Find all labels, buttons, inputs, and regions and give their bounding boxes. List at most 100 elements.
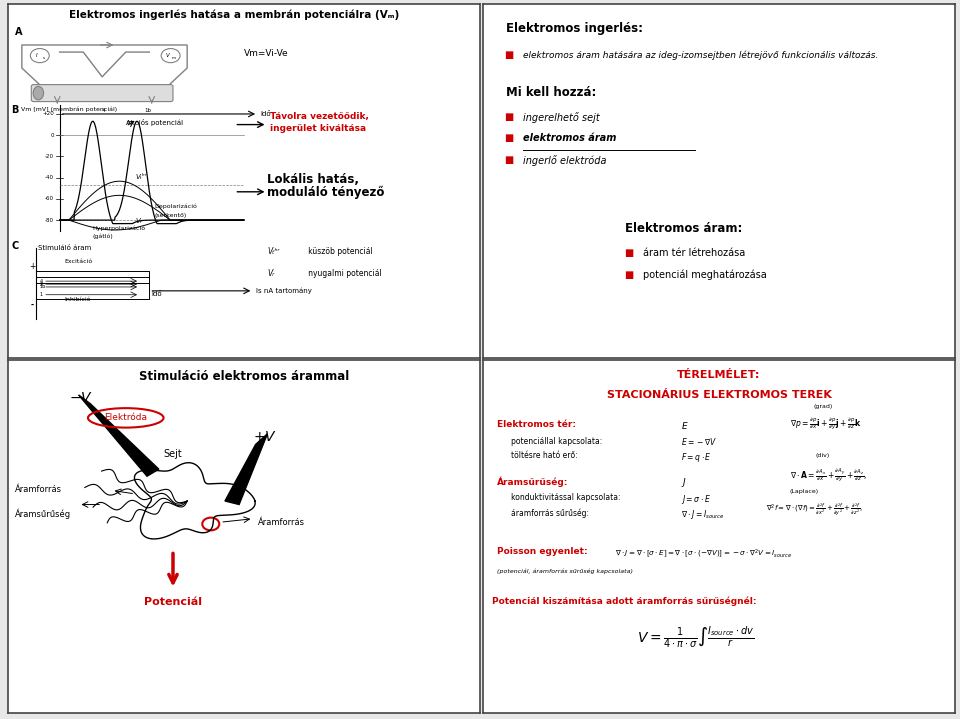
Text: nyugalmi potenciál: nyugalmi potenciál xyxy=(300,269,381,278)
Text: Akciós potenciál: Akciós potenciál xyxy=(126,119,183,126)
Text: Vm [mV] (membrán potenciál): Vm [mV] (membrán potenciál) xyxy=(21,107,117,112)
Circle shape xyxy=(161,48,180,63)
Text: Is nA tartomány: Is nA tartomány xyxy=(255,288,312,294)
Text: elektromos áram: elektromos áram xyxy=(523,134,616,143)
Text: 4: 4 xyxy=(102,108,106,113)
Text: m: m xyxy=(172,56,176,60)
Text: B: B xyxy=(12,105,19,115)
Text: Távolra vezetőődik,: Távolra vezetőődik, xyxy=(270,112,369,122)
Text: +20: +20 xyxy=(42,111,54,116)
Text: áramforrás sűrűség:: áramforrás sűrűség: xyxy=(512,508,589,518)
Text: ■: ■ xyxy=(504,155,514,165)
Text: Elektromos tér:: Elektromos tér: xyxy=(497,420,576,429)
Text: Poisson egyenlet:: Poisson egyenlet: xyxy=(497,547,588,556)
Text: ■: ■ xyxy=(625,248,634,258)
Text: Idő: Idő xyxy=(260,111,271,117)
Polygon shape xyxy=(79,395,158,476)
Text: $\nabla \cdot J = \nabla \cdot [\sigma \cdot E] = \nabla \cdot [\sigma \cdot (-\: $\nabla \cdot J = \nabla \cdot [\sigma \… xyxy=(615,547,792,560)
Text: Elektróda: Elektróda xyxy=(105,413,147,422)
Text: $\nabla \cdot J = I_{source}$: $\nabla \cdot J = I_{source}$ xyxy=(682,508,725,521)
Text: 1b: 1b xyxy=(39,285,45,290)
Text: Sejt: Sejt xyxy=(163,449,182,459)
Text: 1b: 1b xyxy=(145,108,152,113)
Text: 1: 1 xyxy=(39,292,42,297)
Text: Depolarizáció: Depolarizáció xyxy=(155,203,197,209)
Text: $E = -\nabla V$: $E = -\nabla V$ xyxy=(682,436,717,446)
Text: Elektromos áram:: Elektromos áram: xyxy=(625,222,742,235)
Text: Áramforrás: Áramforrás xyxy=(258,518,305,527)
Text: küszöb potenciál: küszöb potenciál xyxy=(300,247,372,257)
Text: s: s xyxy=(42,56,44,60)
Text: Stimuláció elektromos árammal: Stimuláció elektromos árammal xyxy=(138,370,349,383)
Text: konduktivitással kapcsolata:: konduktivitással kapcsolata: xyxy=(512,493,621,502)
Text: (serkentő): (serkentő) xyxy=(155,214,186,219)
Text: (Laplace): (Laplace) xyxy=(789,489,819,494)
Text: 2: 2 xyxy=(39,282,42,287)
Text: Vₜʰʳ: Vₜʰʳ xyxy=(268,247,280,257)
Circle shape xyxy=(203,518,219,531)
Text: ■: ■ xyxy=(504,50,514,60)
Text: A: A xyxy=(14,27,22,37)
Text: Áramsűrűség: Áramsűrűség xyxy=(14,508,71,519)
Text: -60: -60 xyxy=(45,196,54,201)
Text: Hyperpolarizáció: Hyperpolarizáció xyxy=(93,226,146,231)
Text: (grad): (grad) xyxy=(813,404,832,408)
Text: ■: ■ xyxy=(504,134,514,143)
Text: $J = \sigma \cdot E$: $J = \sigma \cdot E$ xyxy=(682,493,711,506)
Polygon shape xyxy=(225,434,268,505)
Text: $\nabla^2 f = \nabla \cdot (\nabla f) = \frac{\partial^2 f}{\partial x^2} + \fra: $\nabla^2 f = \nabla \cdot (\nabla f) = … xyxy=(766,502,863,519)
Text: -20: -20 xyxy=(45,154,54,159)
Text: $-V$: $-V$ xyxy=(69,391,93,406)
Text: Elektromos ingerlés hatása a membrán potenciálra (Vₘ): Elektromos ingerlés hatása a membrán pot… xyxy=(69,9,399,20)
Text: Vₜʰʳ: Vₜʰʳ xyxy=(135,175,147,180)
Text: $F = q \cdot E$: $F = q \cdot E$ xyxy=(682,452,712,464)
Text: (potenciál, áramforrás sűrűség kapcsolata): (potenciál, áramforrás sűrűség kapcsolat… xyxy=(497,568,633,574)
Text: I: I xyxy=(36,53,37,58)
Text: Potenciál: Potenciál xyxy=(144,597,202,607)
Text: Inhibíció: Inhibíció xyxy=(64,298,91,303)
Text: Elektromos ingerlés:: Elektromos ingerlés: xyxy=(507,22,643,35)
Text: C: C xyxy=(12,242,18,252)
Text: -80: -80 xyxy=(45,218,54,223)
Text: Potenciál kiszámítása adott áramforrás sűrűségnél:: Potenciál kiszámítása adott áramforrás s… xyxy=(492,597,756,606)
Text: Lokális hatás,: Lokális hatás, xyxy=(268,173,359,186)
Text: Áramforrás: Áramforrás xyxy=(14,485,61,494)
Text: potenciállal kapcsolata:: potenciállal kapcsolata: xyxy=(512,436,603,446)
Text: Idő: Idő xyxy=(152,291,162,298)
Text: 4: 4 xyxy=(39,279,42,283)
Text: Stimuláló áram: Stimuláló áram xyxy=(38,245,91,251)
Text: -: - xyxy=(31,301,34,309)
Text: Vᵣ: Vᵣ xyxy=(135,218,142,224)
Text: (gátló): (gátló) xyxy=(93,234,113,239)
Circle shape xyxy=(31,48,49,63)
Text: $E$: $E$ xyxy=(682,420,689,431)
Text: $J$: $J$ xyxy=(682,476,687,489)
Text: $\nabla \cdot \mathbf{A} = \frac{\partial A_x}{\partial x} + \frac{\partial A_y}: $\nabla \cdot \mathbf{A} = \frac{\partia… xyxy=(790,467,867,484)
Text: Vm=Vi-Ve: Vm=Vi-Ve xyxy=(244,50,288,58)
Text: Mi kell hozzá:: Mi kell hozzá: xyxy=(507,86,597,99)
Text: ■: ■ xyxy=(504,112,514,122)
Text: STACIONÁRIUS ELEKTROMOS TEREK: STACIONÁRIUS ELEKTROMOS TEREK xyxy=(607,390,831,400)
Text: Áramsűrűség:: Áramsűrűség: xyxy=(497,476,568,487)
Text: -40: -40 xyxy=(45,175,54,180)
Text: (div): (div) xyxy=(816,453,830,458)
Text: töltésre ható erő:: töltésre ható erő: xyxy=(512,452,578,460)
Text: moduláló tényező: moduláló tényező xyxy=(268,186,385,199)
Text: ingerlő elektróda: ingerlő elektróda xyxy=(523,155,607,165)
Text: potenciál meghatározása: potenciál meghatározása xyxy=(643,270,767,280)
Text: +: + xyxy=(29,262,36,270)
Text: $+V$: $+V$ xyxy=(253,430,277,444)
Text: áram tér létrehozása: áram tér létrehozása xyxy=(643,248,746,258)
Text: 0: 0 xyxy=(51,133,54,138)
Text: ■: ■ xyxy=(625,270,634,280)
Text: $\nabla p = \frac{\partial p}{\partial x}\mathbf{i} + \frac{\partial p}{\partial: $\nabla p = \frac{\partial p}{\partial x… xyxy=(790,417,862,432)
Text: V: V xyxy=(166,53,170,58)
Ellipse shape xyxy=(34,86,43,100)
Text: TÉRELMÉLET:: TÉRELMÉLET: xyxy=(678,370,760,380)
Text: Excitáció: Excitáció xyxy=(64,259,92,264)
Text: Vᵣ: Vᵣ xyxy=(268,269,275,278)
Text: elektromos áram hatására az ideg-izomsejtben létrejövő funkcionális változás.: elektromos áram hatására az ideg-izomsej… xyxy=(523,50,878,60)
FancyBboxPatch shape xyxy=(32,85,173,101)
Text: ingerület kiváltása: ingerület kiváltása xyxy=(270,124,366,133)
Text: $V = \frac{1}{4 \cdot \pi \cdot \sigma} \int \frac{I_{source} \cdot dv}{r}$: $V = \frac{1}{4 \cdot \pi \cdot \sigma} … xyxy=(636,625,754,650)
